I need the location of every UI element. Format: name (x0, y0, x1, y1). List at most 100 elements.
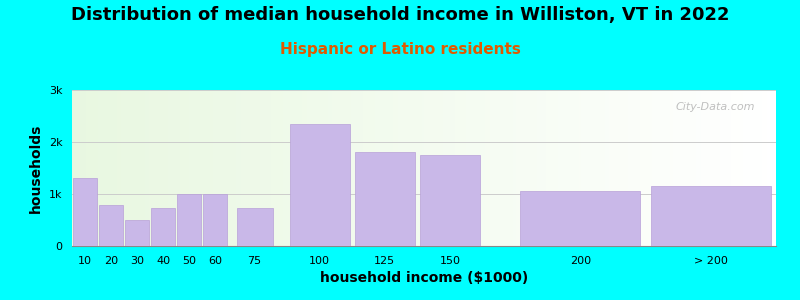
Bar (680, 90, 682, 246)
Bar (147, 90, 150, 246)
Bar (213, 90, 215, 246)
Bar (612, 90, 614, 246)
Bar (454, 90, 457, 246)
Bar (562, 90, 565, 246)
Bar (98, 90, 100, 246)
Bar (222, 90, 225, 246)
Bar (333, 90, 335, 246)
Bar (326, 90, 328, 246)
Bar (623, 90, 626, 246)
Bar (577, 90, 579, 246)
Bar (354, 90, 356, 246)
Bar (130, 90, 133, 246)
Bar (417, 90, 419, 246)
Bar (527, 90, 530, 246)
Bar (86, 90, 89, 246)
Bar (720, 90, 722, 246)
Bar (77, 90, 79, 246)
Bar (771, 90, 774, 246)
Bar (185, 90, 187, 246)
Bar (323, 90, 326, 246)
Bar (689, 90, 691, 246)
Bar (466, 90, 469, 246)
Bar (600, 90, 602, 246)
Bar (403, 90, 406, 246)
Bar (159, 90, 161, 246)
Bar (410, 90, 412, 246)
Bar (295, 90, 298, 246)
Bar (271, 90, 274, 246)
Bar (414, 90, 417, 246)
Bar (269, 90, 271, 246)
Bar (363, 90, 366, 246)
Bar (673, 90, 675, 246)
Bar (429, 90, 431, 246)
Bar (542, 90, 544, 246)
Bar (330, 90, 333, 246)
Bar (602, 90, 605, 246)
Bar (656, 90, 658, 246)
Bar (438, 90, 441, 246)
Bar (203, 194, 227, 246)
Bar (650, 90, 652, 246)
Bar (670, 90, 673, 246)
Bar (419, 90, 422, 246)
Bar (215, 90, 218, 246)
Bar (588, 90, 590, 246)
Text: City-Data.com: City-Data.com (675, 103, 755, 112)
Bar (102, 90, 105, 246)
Bar (560, 90, 562, 246)
Bar (570, 90, 572, 246)
Bar (635, 90, 638, 246)
Bar (196, 90, 198, 246)
Bar (753, 90, 755, 246)
Bar (119, 90, 122, 246)
Bar (525, 90, 527, 246)
Bar (738, 90, 741, 246)
Bar (706, 90, 708, 246)
Bar (696, 90, 698, 246)
Bar (117, 90, 119, 246)
Bar (661, 90, 663, 246)
Bar (534, 90, 537, 246)
Bar (286, 90, 288, 246)
Bar (304, 90, 306, 246)
Bar (755, 90, 758, 246)
Bar (574, 90, 577, 246)
Bar (227, 90, 230, 246)
Bar (743, 90, 746, 246)
Bar (678, 90, 680, 246)
Bar (579, 90, 582, 246)
Bar (550, 90, 553, 246)
Bar (642, 90, 645, 246)
Bar (703, 90, 706, 246)
Bar (607, 90, 610, 246)
Bar (595, 90, 598, 246)
Bar (537, 90, 539, 246)
Bar (610, 90, 612, 246)
Bar (190, 90, 192, 246)
Bar (152, 90, 154, 246)
Bar (434, 90, 436, 246)
Bar (208, 90, 210, 246)
Bar (260, 90, 262, 246)
Bar (766, 90, 769, 246)
Bar (502, 90, 504, 246)
Bar (515, 90, 518, 246)
Bar (640, 90, 642, 246)
Bar (471, 90, 474, 246)
Bar (145, 90, 147, 246)
Bar (398, 90, 401, 246)
Bar (544, 90, 546, 246)
Bar (93, 90, 95, 246)
Bar (652, 90, 654, 246)
X-axis label: household income ($1000): household income ($1000) (320, 271, 528, 285)
Text: Distribution of median household income in Williston, VT in 2022: Distribution of median household income … (70, 6, 730, 24)
Bar (651, 186, 770, 246)
Bar (234, 90, 236, 246)
Bar (278, 90, 281, 246)
Bar (654, 90, 656, 246)
Bar (276, 90, 278, 246)
Bar (513, 90, 515, 246)
Bar (480, 90, 482, 246)
